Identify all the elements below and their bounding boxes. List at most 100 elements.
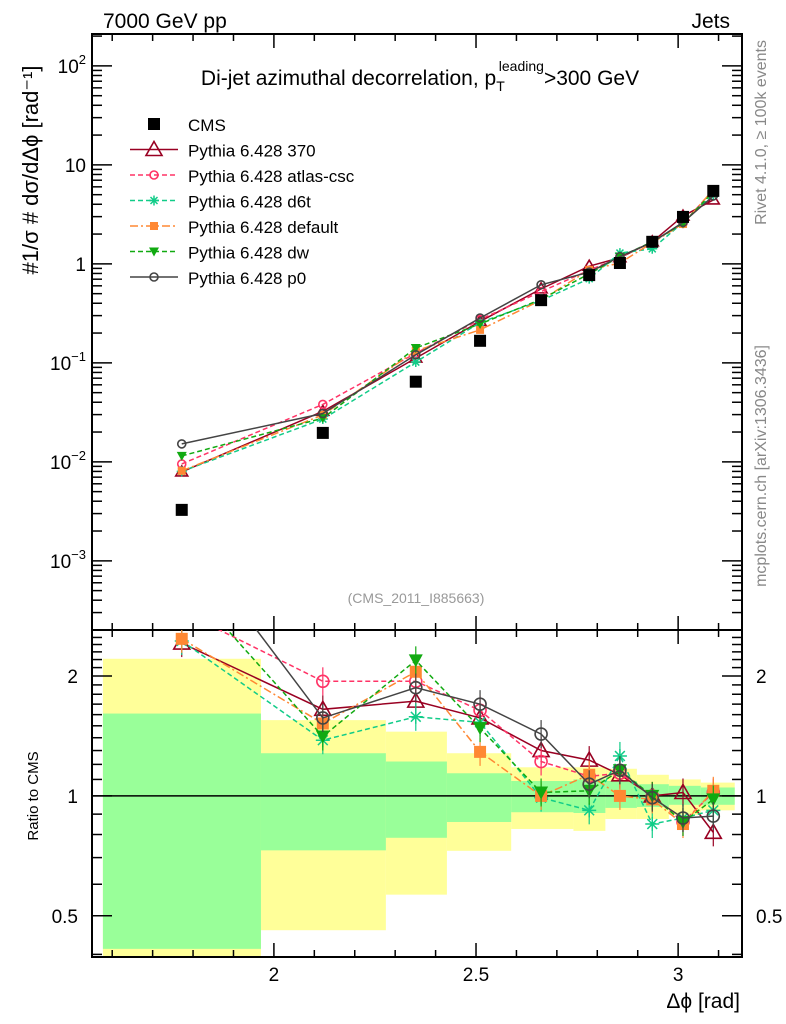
y-tick-label: 10−1 [50, 349, 86, 375]
data-point [316, 426, 329, 439]
star-marker [645, 817, 660, 832]
star-marker [647, 243, 658, 254]
triangle-marker [144, 139, 164, 157]
header-right: Jets [691, 10, 730, 33]
ratio-line-default [181, 638, 714, 826]
square-marker [175, 632, 188, 645]
ratio-line-atlas-csc [217, 630, 714, 824]
circle-marker [582, 777, 597, 792]
ratio-tick-label: 2 [756, 667, 767, 688]
ratio-line-p0 [255, 630, 714, 819]
y-tick-exponent: 2 [79, 52, 86, 67]
y-tick-exponent: −1 [71, 349, 86, 364]
ratio-line-370 [181, 642, 714, 833]
triangle-down-marker [475, 319, 486, 329]
legend-label: Pythia 6.428 p0 [188, 269, 306, 288]
triangle-down-marker [315, 730, 330, 744]
triangle-down-marker [149, 247, 159, 257]
circle-marker [176, 524, 188, 536]
y-tick-exponent: −3 [71, 547, 86, 562]
y-tick-label: 10 [65, 156, 86, 177]
legend-label: Pythia 6.428 370 [188, 142, 316, 161]
data-point [676, 210, 689, 223]
header-left: 7000 GeV pp [103, 10, 227, 33]
legend: CMS Pythia 6.428 370 Pythia 6.428 atlas-cs… [130, 116, 355, 288]
circle-marker [475, 313, 485, 323]
ratio-tick-label: 1 [756, 787, 767, 808]
circle-marker [149, 170, 159, 180]
triangle-down-marker [175, 573, 189, 586]
mcplots-label: mcplots.cern.ch [arXiv:1306.3436] [753, 345, 770, 587]
triangle-down-marker [410, 343, 421, 353]
circle-marker [316, 711, 330, 725]
data-point [535, 294, 548, 307]
triangle-marker [673, 782, 693, 800]
band-inner [385, 761, 447, 838]
data-point [175, 503, 188, 516]
star-marker [410, 357, 421, 368]
band-inner [102, 713, 261, 949]
y-tick-label: 10−2 [50, 448, 86, 474]
circle-marker [676, 811, 690, 825]
ratio-tick-label: 0.5 [52, 907, 78, 928]
legend-label: Pythia 6.428 default [188, 218, 339, 237]
y-tick-label: 102 [58, 52, 86, 78]
circle-marker [316, 674, 330, 689]
x-tick-label: 2.5 [463, 965, 489, 986]
data-point [409, 375, 422, 388]
circle-marker [706, 809, 721, 823]
circle-marker [318, 408, 328, 419]
uncertainty-bands [102, 658, 735, 957]
x-tick-label: 3 [673, 965, 684, 986]
legend-label-cms: CMS [188, 116, 226, 135]
circle-marker [408, 680, 423, 695]
triangle-down-marker [706, 793, 721, 807]
ratio-line-dw [226, 630, 714, 823]
data-point [474, 334, 487, 347]
circle-marker [176, 605, 188, 617]
ratio-series [172, 524, 723, 847]
analysis-id: (CMS_2011_I885663) [348, 590, 485, 606]
x-axis-label: Δϕ [rad] [666, 990, 740, 1013]
star-marker [149, 195, 159, 206]
chart-title: Di-jet azimuthal decorrelation, pTleadin… [201, 58, 639, 94]
triangle-down-marker [473, 722, 488, 736]
circle-marker [534, 754, 548, 769]
circle-marker [410, 349, 421, 360]
y-tick-label: 10−3 [50, 547, 86, 573]
ratio-axis-label: Ratio to CMS [25, 751, 42, 840]
ratio-line-d6t [181, 640, 714, 825]
circle-marker [645, 790, 660, 805]
circle-marker [318, 399, 328, 410]
legend-label: Pythia 6.428 atlas-csc [188, 167, 355, 186]
data-point [148, 118, 160, 130]
series-line-p0 [181, 195, 714, 445]
square-marker [474, 745, 487, 758]
triangle-marker [703, 822, 723, 840]
y-axis-label: #1/σ # dσ/dΔϕ [rad⁻¹] [18, 66, 43, 275]
circle-marker [536, 279, 546, 290]
triangle-down-marker [176, 451, 187, 461]
star-marker [582, 803, 597, 818]
circle-marker [149, 272, 159, 282]
ratio-frame [91, 629, 743, 958]
circle-marker [473, 697, 487, 711]
legend-label: Pythia 6.428 dw [188, 244, 310, 263]
circle-marker [534, 727, 548, 741]
triangle-down-marker [534, 786, 549, 800]
star-marker [408, 709, 423, 724]
band-inner [446, 773, 512, 823]
data-point [707, 184, 720, 197]
y-tick-label: 1 [75, 255, 86, 276]
ratio-tick-label: 0.5 [756, 907, 782, 928]
star-marker [612, 748, 627, 763]
y-tick-exponent: −2 [71, 448, 86, 463]
data-point [613, 257, 626, 270]
band-inner [260, 753, 386, 851]
ratio-tick-label: 2 [67, 667, 78, 688]
data-point [583, 269, 596, 282]
series-line-d6t [181, 193, 714, 473]
axes: 2 2.5 3 102 10 1 10−1 10−2 10−3 2 2 1 1 0.5 0.5 [50, 33, 782, 986]
square-marker [476, 325, 485, 334]
